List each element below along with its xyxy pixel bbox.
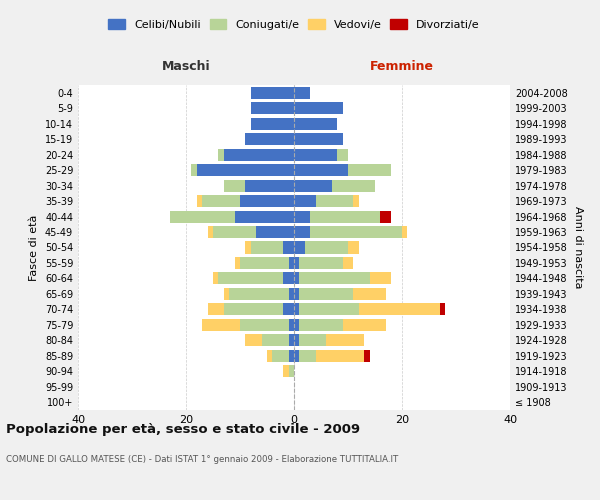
Bar bbox=[224, 304, 283, 316]
Bar bbox=[197, 164, 294, 176]
Bar bbox=[283, 304, 294, 316]
Bar bbox=[294, 350, 299, 362]
Bar bbox=[229, 288, 289, 300]
Bar bbox=[251, 86, 294, 99]
Bar bbox=[402, 226, 407, 238]
Bar bbox=[364, 350, 370, 362]
Bar bbox=[294, 195, 316, 207]
Bar bbox=[267, 350, 272, 362]
Bar bbox=[272, 350, 289, 362]
Bar bbox=[294, 226, 310, 238]
Bar bbox=[343, 257, 353, 269]
Bar bbox=[294, 257, 299, 269]
Bar bbox=[294, 118, 337, 130]
Bar bbox=[294, 304, 299, 316]
Bar bbox=[289, 350, 294, 362]
Bar bbox=[294, 319, 299, 331]
Y-axis label: Anni di nascita: Anni di nascita bbox=[573, 206, 583, 288]
Bar bbox=[353, 195, 359, 207]
Bar bbox=[299, 350, 316, 362]
Bar bbox=[262, 334, 289, 346]
Bar bbox=[294, 180, 332, 192]
Bar bbox=[208, 226, 213, 238]
Bar bbox=[370, 272, 391, 284]
Bar bbox=[170, 210, 235, 222]
Bar bbox=[283, 272, 294, 284]
Bar bbox=[213, 272, 218, 284]
Bar bbox=[202, 195, 240, 207]
Bar bbox=[305, 242, 348, 254]
Bar bbox=[294, 148, 337, 160]
Bar bbox=[191, 164, 197, 176]
Bar bbox=[251, 102, 294, 114]
Bar bbox=[299, 319, 343, 331]
Bar bbox=[218, 148, 224, 160]
Bar bbox=[251, 242, 283, 254]
Bar bbox=[440, 304, 445, 316]
Bar bbox=[245, 242, 251, 254]
Bar bbox=[256, 226, 294, 238]
Bar bbox=[289, 319, 294, 331]
Bar bbox=[213, 226, 256, 238]
Bar bbox=[294, 242, 305, 254]
Text: Femmine: Femmine bbox=[370, 60, 434, 72]
Bar bbox=[289, 366, 294, 378]
Bar bbox=[316, 350, 364, 362]
Bar bbox=[240, 319, 289, 331]
Bar bbox=[294, 210, 310, 222]
Bar bbox=[245, 334, 262, 346]
Bar bbox=[218, 272, 283, 284]
Bar bbox=[299, 257, 343, 269]
Bar bbox=[245, 180, 294, 192]
Bar bbox=[299, 288, 353, 300]
Text: Maschi: Maschi bbox=[161, 60, 211, 72]
Bar bbox=[289, 334, 294, 346]
Bar bbox=[337, 148, 348, 160]
Bar bbox=[380, 210, 391, 222]
Bar bbox=[283, 242, 294, 254]
Bar bbox=[294, 86, 310, 99]
Bar bbox=[359, 304, 440, 316]
Bar bbox=[299, 334, 326, 346]
Bar bbox=[299, 272, 370, 284]
Bar bbox=[240, 195, 294, 207]
Legend: Celibi/Nubili, Coniugati/e, Vedovi/e, Divorziati/e: Celibi/Nubili, Coniugati/e, Vedovi/e, Di… bbox=[109, 19, 479, 30]
Bar bbox=[343, 319, 386, 331]
Bar bbox=[283, 366, 289, 378]
Y-axis label: Fasce di età: Fasce di età bbox=[29, 214, 39, 280]
Bar bbox=[299, 304, 359, 316]
Bar bbox=[224, 148, 294, 160]
Bar bbox=[294, 288, 299, 300]
Bar bbox=[289, 288, 294, 300]
Bar bbox=[294, 272, 299, 284]
Bar bbox=[294, 102, 343, 114]
Bar bbox=[235, 257, 240, 269]
Bar bbox=[332, 180, 375, 192]
Bar bbox=[224, 180, 245, 192]
Bar bbox=[294, 334, 299, 346]
Bar bbox=[245, 133, 294, 145]
Bar bbox=[310, 226, 402, 238]
Bar bbox=[251, 118, 294, 130]
Bar bbox=[224, 288, 229, 300]
Bar bbox=[240, 257, 289, 269]
Bar bbox=[294, 164, 348, 176]
Bar bbox=[310, 210, 380, 222]
Text: COMUNE DI GALLO MATESE (CE) - Dati ISTAT 1° gennaio 2009 - Elaborazione TUTTITAL: COMUNE DI GALLO MATESE (CE) - Dati ISTAT… bbox=[6, 455, 398, 464]
Bar bbox=[326, 334, 364, 346]
Bar bbox=[202, 319, 240, 331]
Bar bbox=[294, 133, 343, 145]
Bar bbox=[348, 164, 391, 176]
Bar bbox=[208, 304, 224, 316]
Bar bbox=[289, 257, 294, 269]
Bar bbox=[235, 210, 294, 222]
Text: Popolazione per età, sesso e stato civile - 2009: Popolazione per età, sesso e stato civil… bbox=[6, 422, 360, 436]
Bar bbox=[348, 242, 359, 254]
Bar bbox=[353, 288, 386, 300]
Bar bbox=[316, 195, 353, 207]
Bar bbox=[197, 195, 202, 207]
